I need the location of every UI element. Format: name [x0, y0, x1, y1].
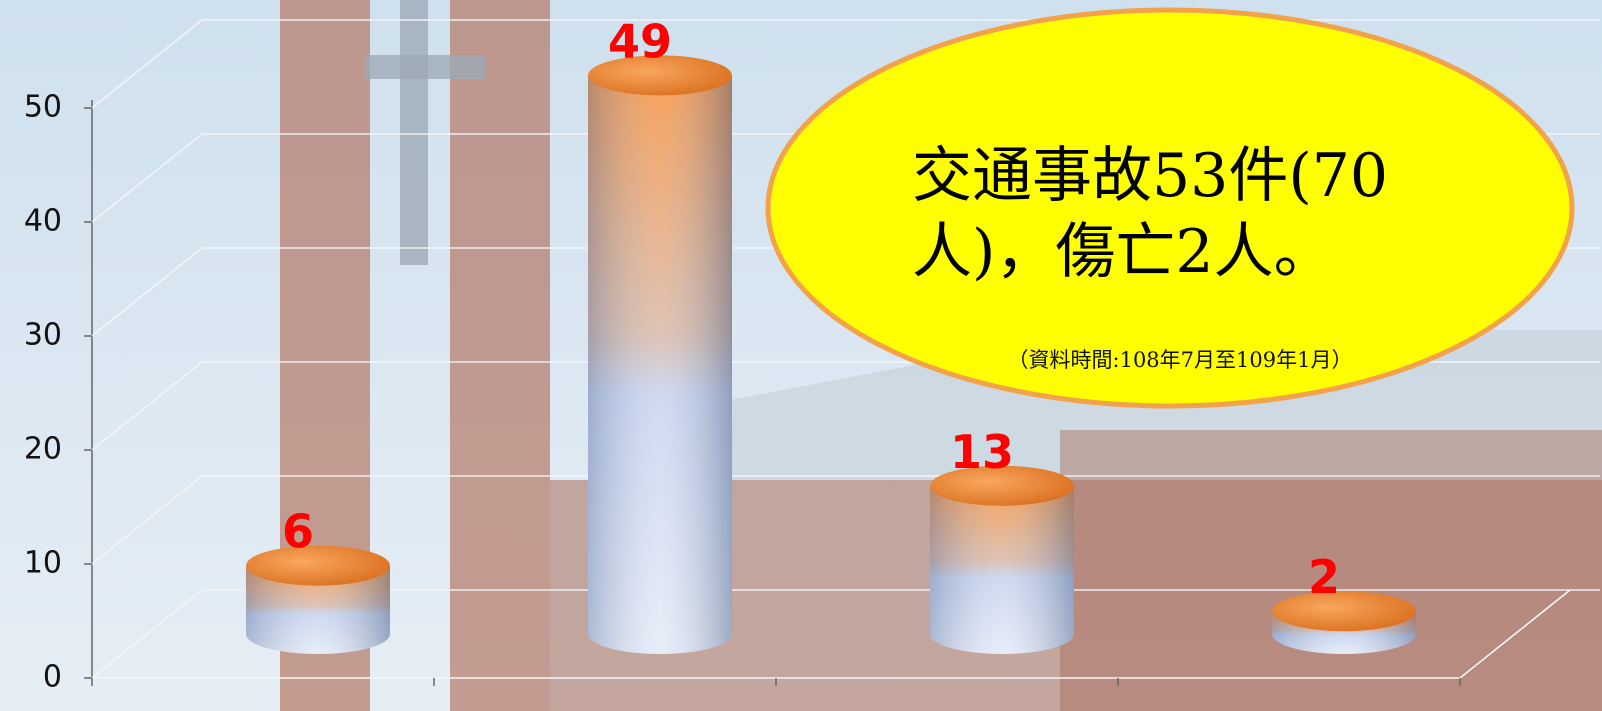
- y-tick-label: 0: [43, 660, 62, 695]
- value-label: 13: [950, 425, 1014, 479]
- bar-shade: [588, 75, 732, 654]
- y-tick-label: 20: [24, 432, 62, 467]
- bar-top: [246, 546, 390, 586]
- callout-note: （資料時間:108年7月至109年1月）: [960, 344, 1400, 374]
- page: 0 10 20 30 40 50 6 49 13 2 交通事故53件(70人)，傷亡2人。 （資…: [0, 0, 1602, 711]
- y-tick-label: 40: [24, 204, 62, 239]
- value-label: 6: [282, 505, 314, 559]
- callout-text: 交通事故53件(70人)，傷亡2人。: [912, 138, 1472, 290]
- bar-top: [1272, 591, 1416, 631]
- value-label: 2: [1308, 550, 1340, 604]
- y-tick-label: 10: [24, 546, 62, 581]
- value-label: 49: [608, 14, 672, 68]
- bar-shade: [930, 486, 1074, 654]
- y-tick-label: 50: [24, 90, 62, 125]
- y-tick-label: 30: [24, 318, 62, 353]
